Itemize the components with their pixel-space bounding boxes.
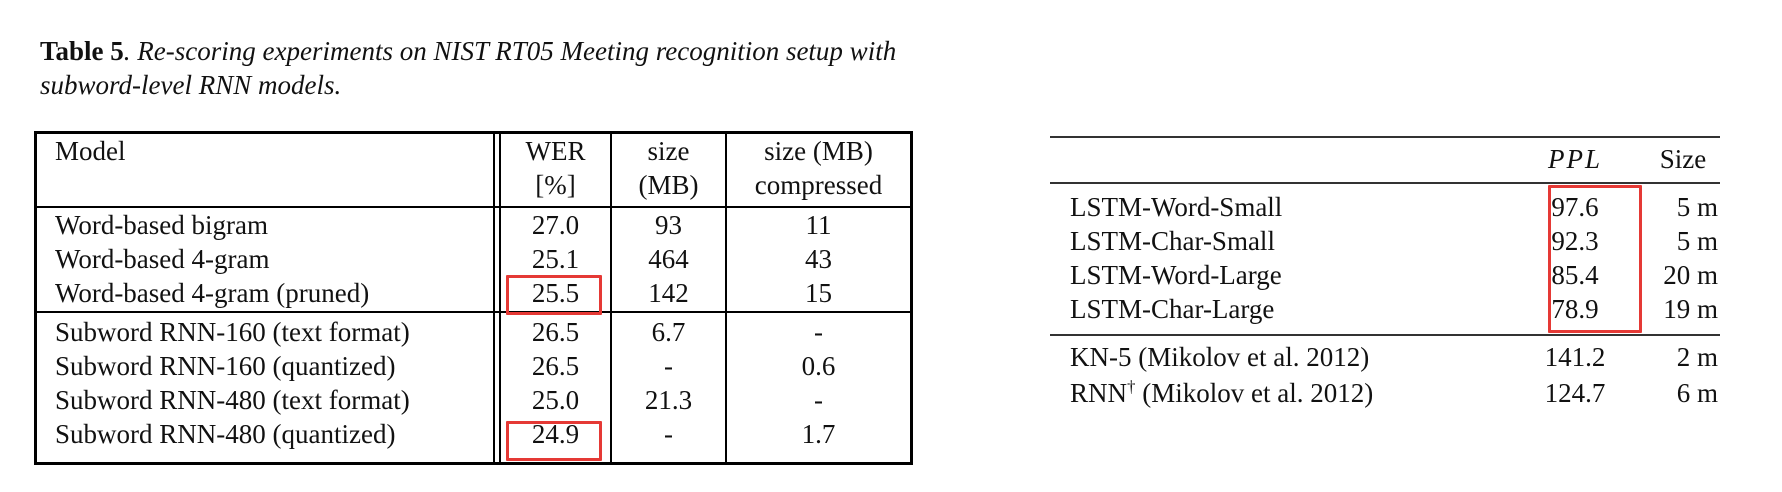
- table5-divider: [499, 134, 501, 462]
- row-ppl: 124.7: [1544, 378, 1606, 408]
- header-ppl: PPL: [1547, 144, 1602, 174]
- row-size: 2 m: [1676, 342, 1718, 372]
- row-model: Word-based 4-gram: [55, 244, 270, 274]
- row-compressed: 1.7: [801, 419, 836, 449]
- row-size: 6.7: [651, 317, 686, 347]
- row-compressed: 0.6: [801, 351, 836, 381]
- row-size: -: [664, 351, 673, 381]
- row-size: 5 m: [1676, 192, 1718, 222]
- row-ppl: 78.9: [1551, 294, 1599, 324]
- row-model: KN-5 (Mikolov et al. 2012): [1070, 342, 1370, 372]
- section-rule: [1050, 334, 1720, 336]
- row-wer: 24.9: [531, 419, 580, 449]
- row-size: 21.3: [644, 385, 693, 415]
- row-model: Subword RNN-160 (quantized): [55, 351, 396, 381]
- highlight-box: [506, 421, 602, 461]
- header-wer-unit: [%]: [535, 170, 576, 200]
- highlight-box: [506, 275, 602, 315]
- header-size: Size: [1659, 144, 1707, 174]
- header-wer: WER: [525, 136, 586, 166]
- row-wer: 27.0: [531, 210, 580, 240]
- header-compressed: compressed: [754, 170, 883, 200]
- table5-divider: [725, 134, 727, 462]
- header-rule: [1050, 182, 1720, 184]
- header-size: size: [647, 136, 690, 166]
- row-model: LSTM-Word-Large: [1070, 260, 1282, 290]
- row-wer: 25.1: [531, 244, 580, 274]
- row-model: Subword RNN-160 (text format): [55, 317, 410, 347]
- row-size: 93: [655, 210, 682, 240]
- caption-lead: Table 5: [40, 36, 124, 66]
- row-model: RNN† (Mikolov et al. 2012): [1070, 376, 1373, 410]
- caption-text: . Re-scoring experiments on NIST RT05 Me…: [40, 36, 897, 100]
- table-caption: Table 5. Re-scoring experiments on NIST …: [40, 34, 940, 102]
- row-wer: 25.5: [531, 278, 580, 308]
- table-5: Model WER [%] size (MB) size (MB) compre…: [34, 131, 913, 465]
- row-model: LSTM-Char-Large: [1070, 294, 1275, 324]
- top-rule: [1050, 136, 1720, 138]
- row-model-prefix: RNN: [1070, 378, 1128, 408]
- row-model: Subword RNN-480 (quantized): [55, 419, 396, 449]
- ppl-table: PPL Size LSTM-Word-Small 97.6 5 m LSTM-C…: [1050, 136, 1720, 436]
- highlight-box: [1548, 185, 1642, 333]
- row-size: 20 m: [1663, 260, 1718, 290]
- row-ppl: 141.2: [1544, 342, 1606, 372]
- table5-section-rule: [37, 311, 910, 313]
- row-ppl: 97.6: [1551, 192, 1599, 222]
- row-size: 5 m: [1676, 226, 1718, 256]
- row-model: Subword RNN-480 (text format): [55, 385, 410, 415]
- table5-divider: [493, 134, 495, 462]
- header-model: Model: [55, 136, 126, 166]
- row-size: 142: [648, 278, 689, 308]
- row-model: Word-based 4-gram (pruned): [55, 278, 370, 308]
- row-model: LSTM-Char-Small: [1070, 226, 1275, 256]
- table5-divider: [610, 134, 612, 462]
- row-wer: 26.5: [531, 317, 580, 347]
- row-model: LSTM-Word-Small: [1070, 192, 1283, 222]
- row-ppl: 92.3: [1551, 226, 1599, 256]
- row-wer: 25.0: [531, 385, 580, 415]
- row-compressed: -: [814, 317, 823, 347]
- row-compressed: -: [814, 385, 823, 415]
- row-size: 464: [648, 244, 689, 274]
- header-size-unit: (MB): [638, 170, 699, 200]
- row-size: -: [664, 419, 673, 449]
- dagger-mark: †: [1127, 377, 1136, 396]
- row-wer: 26.5: [531, 351, 580, 381]
- row-size: 19 m: [1663, 294, 1718, 324]
- row-compressed: 11: [805, 210, 832, 240]
- row-compressed: 15: [805, 278, 832, 308]
- row-model: Word-based bigram: [55, 210, 269, 240]
- table5-header-rule: [37, 206, 910, 208]
- row-compressed: 43: [805, 244, 832, 274]
- row-ppl: 85.4: [1551, 260, 1599, 290]
- header-size-compressed: size (MB): [764, 136, 873, 166]
- row-size: 6 m: [1676, 378, 1718, 408]
- row-model-suffix: (Mikolov et al. 2012): [1135, 378, 1374, 408]
